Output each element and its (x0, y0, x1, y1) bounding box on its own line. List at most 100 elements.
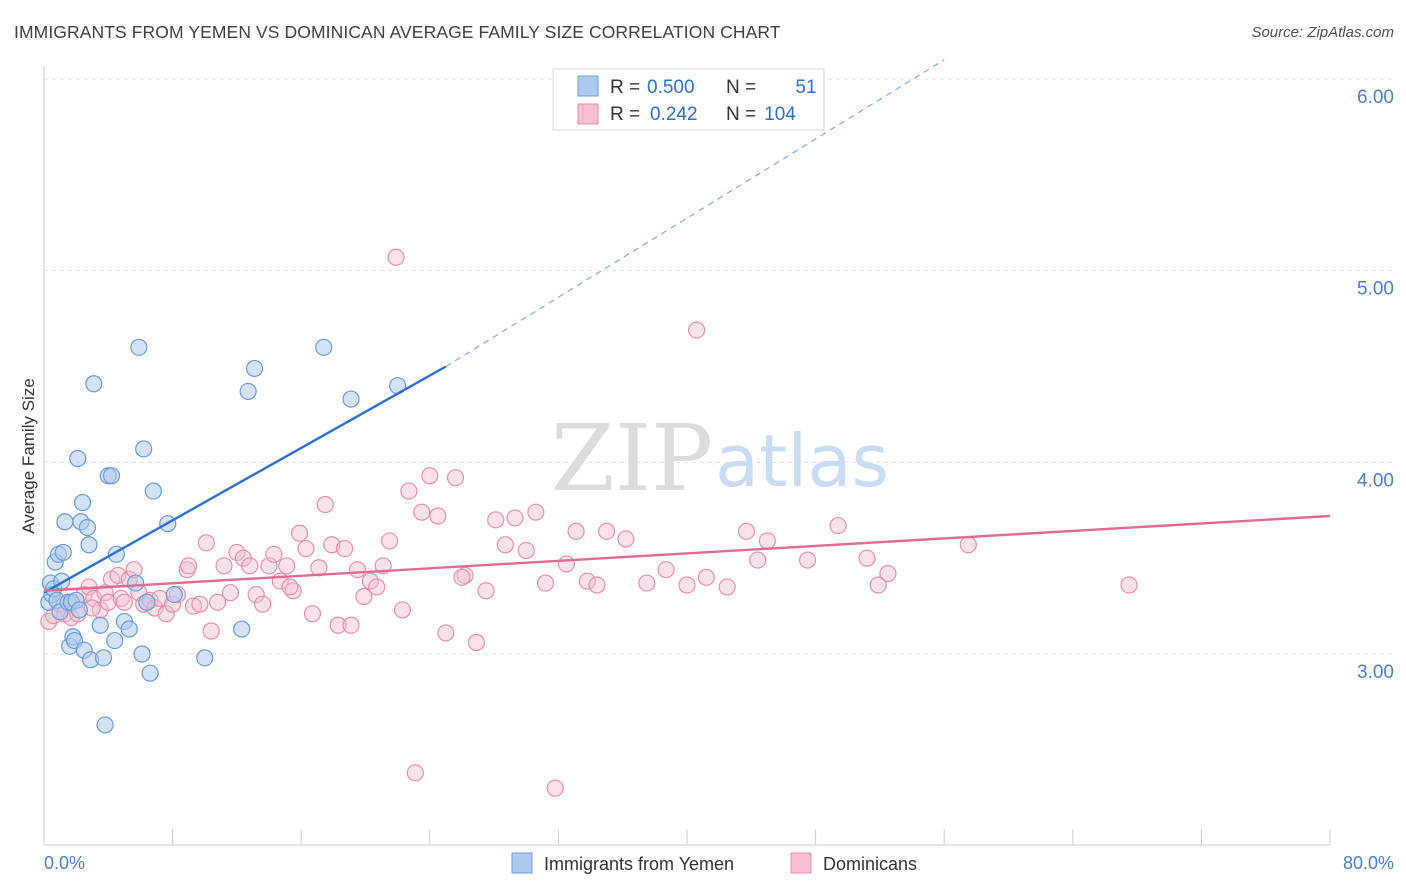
dominicans-point (361, 572, 379, 590)
dominicans-point (381, 532, 399, 550)
dominicans-point (959, 536, 977, 554)
dominicans-point (657, 561, 675, 579)
dominicans-point (578, 572, 596, 590)
dominicans-point (638, 574, 656, 592)
dominicans-point (387, 248, 405, 266)
legend-n-value-yemen: 51 (795, 77, 816, 98)
y-tick-label: 6.00 (1357, 87, 1394, 108)
yemen-point (102, 467, 121, 485)
dominicans-point (496, 536, 514, 554)
legend-r-label-dominicans: R = (610, 104, 640, 125)
yemen-trend-line (43, 365, 447, 594)
dominicans-point (467, 633, 486, 652)
dominicans-point (228, 543, 246, 562)
yemen-point (144, 482, 162, 500)
yemen-point (96, 716, 114, 734)
yemen-point (239, 382, 257, 401)
dominicans-point (546, 779, 564, 797)
legend-swatch-yemen (577, 75, 599, 97)
yemen-point (130, 338, 148, 356)
chart-title: IMMIGRANTS FROM YEMEN VS DOMINICAN AVERA… (14, 22, 781, 42)
dominicans-point (290, 524, 309, 542)
dominicans-point (215, 557, 233, 575)
dominicans-point (184, 597, 203, 615)
dominicans-point (718, 578, 736, 596)
yemen-point (245, 359, 264, 378)
dominicans-point (191, 595, 209, 613)
dominicans-point (254, 595, 272, 613)
dominicans-point (421, 467, 439, 485)
dominicans-point (323, 536, 341, 554)
dominicans-point (536, 574, 555, 592)
dominicans-point (197, 534, 215, 552)
dominicans-point (393, 601, 412, 619)
dominicans-point (297, 539, 315, 558)
dominicans-point (406, 764, 424, 782)
yemen-point (138, 593, 156, 611)
y-tick-labels: 3.00 4.00 5.00 6.00 (1357, 87, 1394, 683)
bottom-legend-swatch-yemen (511, 852, 533, 874)
dominicans-point (1120, 576, 1138, 594)
stats-legend: R = 0.500 N = 51 R = 0.242 N = 104 (552, 68, 825, 131)
bottom-legend-swatch-dominicans (790, 852, 812, 874)
y-tick-label: 5.00 (1357, 279, 1394, 300)
dominicans-point (115, 593, 133, 611)
yemen-point (133, 645, 151, 663)
dominicans-point (688, 321, 706, 339)
yemen-point (78, 518, 97, 537)
dominicans-point (567, 522, 585, 540)
dominicans-point (879, 564, 897, 583)
legend-n-label-yemen: N = (726, 77, 756, 98)
dominicans-point (303, 605, 322, 623)
dominicans-point (400, 482, 418, 500)
dominicans-point (221, 584, 240, 602)
dominicans-point (355, 587, 373, 606)
dominicans-point (588, 576, 606, 594)
legend-swatch-dominicans (577, 103, 599, 125)
yemen-point (73, 493, 92, 512)
legend-r-value-dominicans: 0.242 (650, 104, 698, 125)
dominicans-point (329, 616, 347, 634)
yemen-point (106, 631, 124, 650)
dominicans-point (336, 539, 354, 558)
yemen-point (315, 338, 333, 356)
dominicans-point (737, 522, 756, 540)
dominicans-point (446, 469, 465, 487)
yemen-point (54, 543, 72, 562)
yemen-point (233, 620, 251, 638)
dominicans-point (617, 530, 635, 548)
dominicans-point (598, 522, 616, 540)
dominicans-point (413, 503, 431, 521)
dominicans-points (40, 248, 1138, 797)
dominicans-point (829, 516, 847, 535)
yemen-point (165, 585, 183, 604)
dominicans-point (869, 576, 887, 594)
yemen-point (85, 375, 103, 393)
yemen-point (120, 620, 138, 638)
dominicans-point (437, 624, 455, 642)
yemen-point (196, 649, 214, 667)
dominicans-point (429, 507, 447, 525)
legend-n-value-dominicans: 104 (764, 104, 796, 125)
yemen-point (135, 440, 153, 458)
dominicans-point (798, 551, 817, 569)
y-axis-label: Average Family Size (19, 378, 38, 534)
yemen-trend-extension (445, 59, 945, 368)
dominicans-point (368, 578, 386, 596)
y-tick-label: 3.00 (1357, 662, 1394, 683)
dominicans-point (477, 582, 495, 600)
dominicans-point (527, 503, 545, 521)
trend-lines (43, 59, 1331, 594)
dominicans-trend-line (43, 514, 1331, 592)
yemen-point (80, 536, 98, 554)
dominicans-point (557, 555, 576, 573)
yemen-point (127, 574, 145, 592)
dominicans-point (506, 509, 524, 527)
dominicans-point (247, 585, 265, 604)
x-tick-max: 80.0% (1343, 853, 1394, 873)
dominicans-point (758, 532, 776, 550)
dominicans-point (487, 511, 505, 529)
dominicans-point (209, 593, 227, 611)
bottom-legend-label-yemen: Immigrants from Yemen (544, 854, 734, 874)
